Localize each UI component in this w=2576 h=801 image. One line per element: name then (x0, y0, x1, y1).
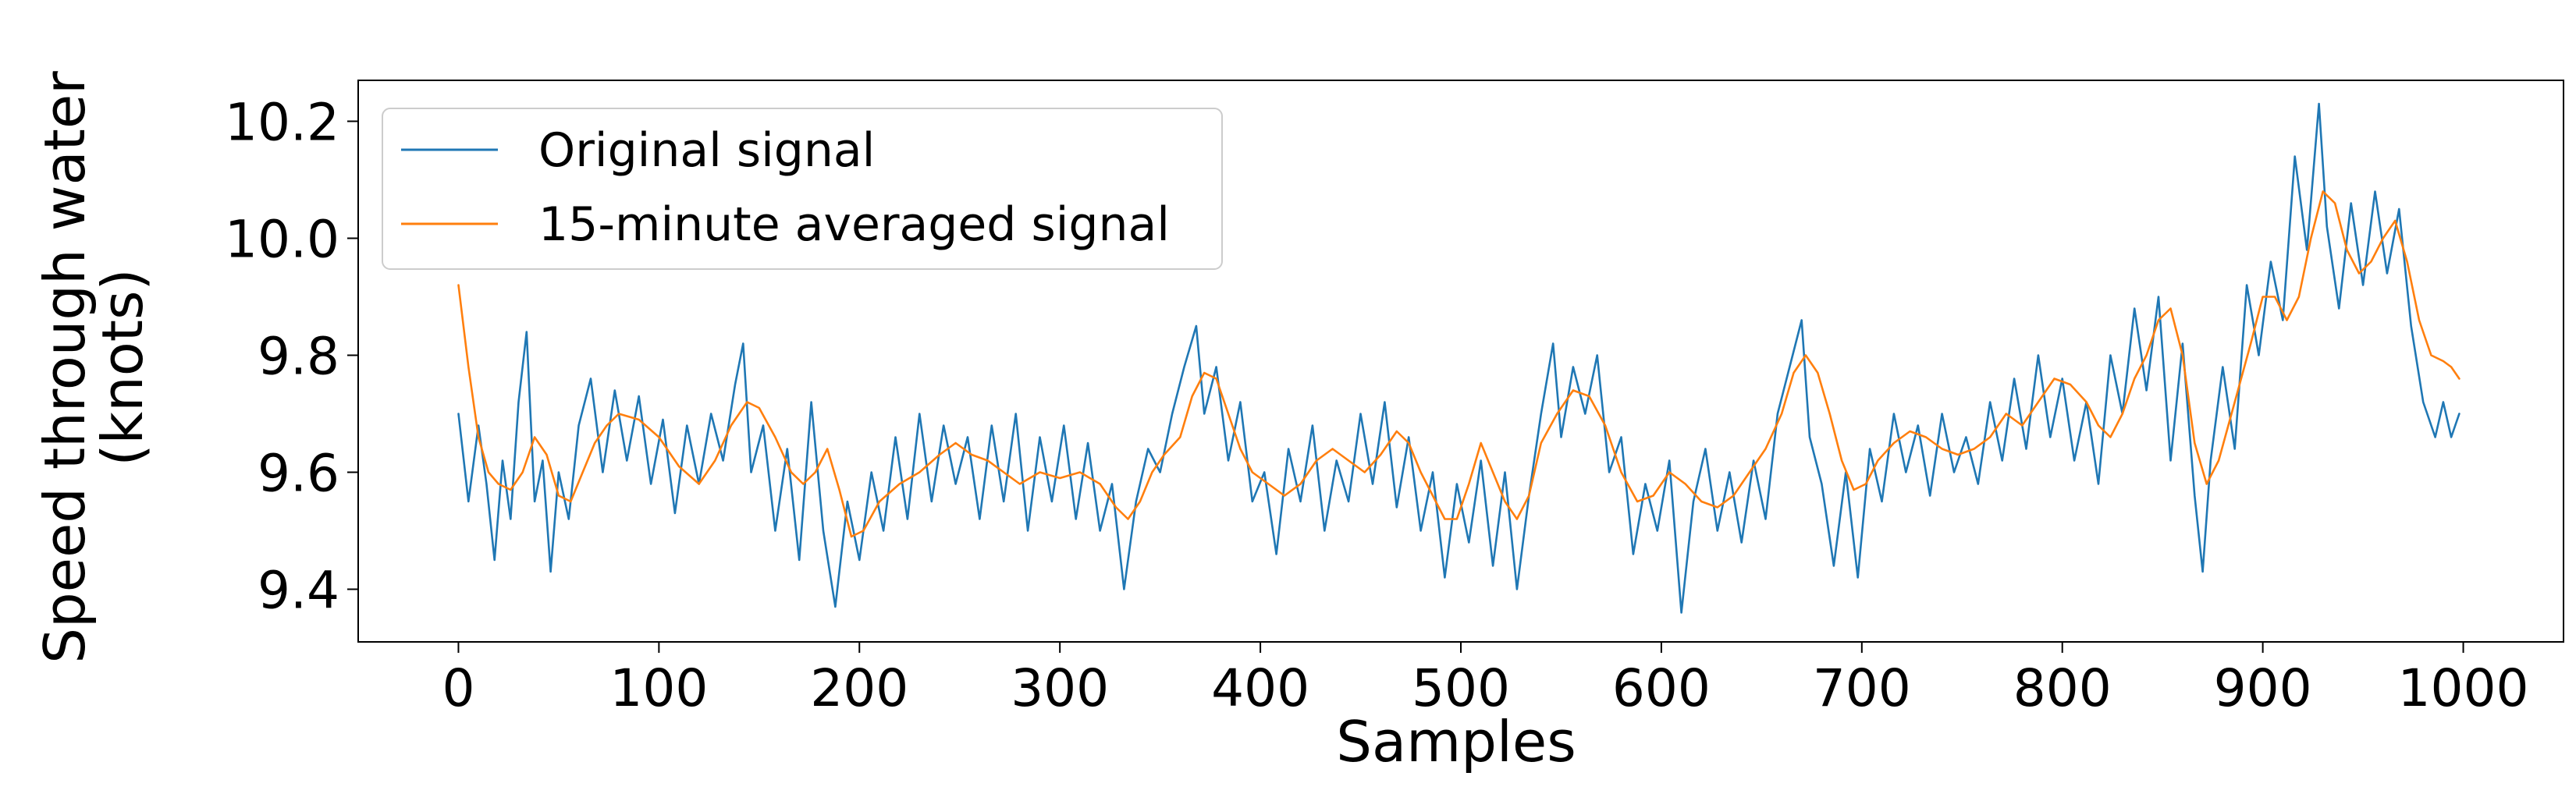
y-tick-label: 9.8 (258, 327, 339, 387)
x-tick-label: 1000 (2398, 658, 2529, 718)
y-tick-label: 9.4 (258, 561, 339, 621)
x-tick-label: 500 (1412, 658, 1510, 718)
x-tick-label: 0 (442, 658, 474, 718)
series-layer (457, 102, 2461, 614)
x-tick-label: 800 (2013, 658, 2112, 718)
plot-area-frame (357, 80, 2564, 643)
y-axis-title-line-1: Speed through water (32, 71, 98, 664)
legend-label-averaged: 15-minute averaged signal (538, 197, 1170, 252)
legend-label-original: Original signal (538, 123, 875, 178)
x-tick-label: 400 (1211, 658, 1309, 718)
x-tick-label: 100 (609, 658, 708, 718)
x-axis-title: Samples (1336, 709, 1576, 774)
y-axis-title-line-2: (knots) (90, 268, 155, 466)
x-axis-ticks: 0 100 200 300 400 500 600 700 800 900 1000 (442, 642, 2529, 718)
x-tick-label: 700 (1813, 658, 1911, 718)
x-tick-label: 600 (1612, 658, 1711, 718)
x-tick-label: 300 (1011, 658, 1109, 718)
y-axis-ticks: 9.4 9.6 9.8 10.0 10.2 (225, 93, 358, 621)
y-tick-label: 10.0 (225, 210, 339, 270)
y-axis-title: Speed through water (knots) (32, 71, 155, 664)
y-tick-label: 9.6 (258, 444, 339, 504)
y-tick-label: 10.2 (225, 93, 339, 153)
series-line-averaged-signal (457, 190, 2461, 538)
x-tick-label: 200 (810, 658, 908, 718)
series-line-original-signal (457, 102, 2461, 614)
x-tick-label: 900 (2214, 658, 2312, 718)
legend-box (382, 108, 1223, 270)
legend: Original signal 15-minute averaged signa… (382, 108, 1223, 270)
